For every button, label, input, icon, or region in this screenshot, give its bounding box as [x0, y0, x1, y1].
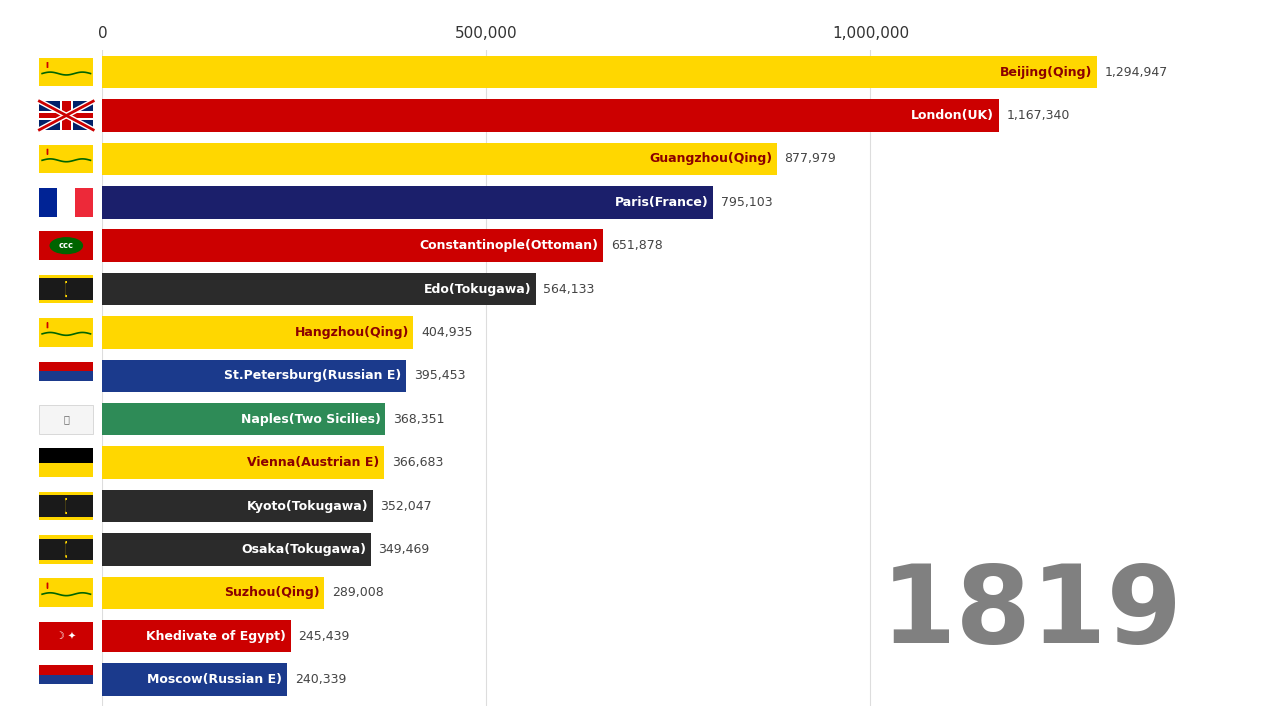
Text: Beijing(Qing): Beijing(Qing) — [1000, 66, 1092, 78]
Bar — [40, 231, 93, 260]
Bar — [40, 111, 93, 120]
Text: Vienna(Austrian E): Vienna(Austrian E) — [247, 456, 379, 469]
Text: 651,878: 651,878 — [611, 239, 663, 252]
Text: 366,683: 366,683 — [392, 456, 443, 469]
Text: London(UK): London(UK) — [911, 109, 995, 122]
Text: Edo(Tokugawa): Edo(Tokugawa) — [424, 282, 531, 295]
Bar — [102, 663, 287, 696]
Text: ccc: ccc — [59, 241, 74, 250]
Text: 289,008: 289,008 — [332, 586, 384, 599]
Bar — [40, 463, 93, 477]
Bar — [60, 102, 73, 130]
Text: 877,979: 877,979 — [785, 153, 836, 166]
Text: 564,133: 564,133 — [543, 282, 595, 295]
Bar — [40, 684, 93, 694]
Text: ☽ ✦: ☽ ✦ — [56, 631, 77, 642]
Bar — [102, 316, 413, 348]
Text: Paris(France): Paris(France) — [614, 196, 708, 209]
Bar — [40, 361, 93, 371]
Bar — [40, 300, 93, 303]
Bar — [102, 186, 713, 219]
Text: Constantinople(Ottoman): Constantinople(Ottoman) — [420, 239, 599, 252]
Bar — [40, 622, 93, 650]
Bar — [40, 535, 93, 539]
Bar — [40, 492, 93, 495]
Bar — [40, 665, 93, 675]
Text: Kyoto(Tokugawa): Kyoto(Tokugawa) — [247, 500, 369, 513]
Text: 1,167,340: 1,167,340 — [1006, 109, 1070, 122]
Text: 352,047: 352,047 — [380, 500, 433, 513]
Bar — [102, 230, 603, 262]
Text: 1819: 1819 — [881, 560, 1183, 666]
Bar — [76, 188, 93, 217]
Text: Suzhou(Qing): Suzhou(Qing) — [224, 586, 320, 599]
Bar — [40, 535, 93, 564]
Text: 349,469: 349,469 — [379, 543, 430, 556]
Bar — [40, 58, 93, 86]
Text: 🦅: 🦅 — [64, 414, 69, 424]
Bar — [40, 492, 93, 521]
Bar — [102, 56, 1097, 89]
Text: Khedivate of Egypt): Khedivate of Egypt) — [146, 630, 287, 643]
Bar — [102, 490, 372, 522]
Bar — [102, 577, 324, 609]
Text: 368,351: 368,351 — [393, 413, 444, 426]
Bar — [40, 275, 93, 303]
Bar — [40, 145, 93, 174]
Bar — [102, 533, 371, 566]
Bar — [58, 188, 76, 217]
Bar — [40, 517, 93, 521]
Bar — [102, 273, 535, 305]
Bar — [40, 405, 93, 433]
Bar — [40, 112, 93, 118]
Text: Guangzhou(Qing): Guangzhou(Qing) — [649, 153, 772, 166]
Bar — [40, 578, 93, 607]
Text: 245,439: 245,439 — [298, 630, 349, 643]
Bar — [40, 560, 93, 564]
Text: St.Petersburg(Russian E): St.Petersburg(Russian E) — [224, 369, 402, 382]
Bar — [102, 403, 385, 436]
Text: Naples(Two Sicilies): Naples(Two Sicilies) — [241, 413, 380, 426]
Bar — [102, 446, 384, 479]
Text: 395,453: 395,453 — [413, 369, 466, 382]
Bar — [40, 449, 93, 463]
Bar — [102, 359, 406, 392]
Text: Moscow(Russian E): Moscow(Russian E) — [147, 673, 283, 686]
Bar — [40, 102, 93, 130]
Bar — [102, 143, 777, 175]
Text: 795,103: 795,103 — [721, 196, 772, 209]
Text: 240,339: 240,339 — [294, 673, 346, 686]
Bar — [40, 275, 93, 278]
Text: 1,294,947: 1,294,947 — [1105, 66, 1167, 78]
Text: Osaka(Tokugawa): Osaka(Tokugawa) — [241, 543, 366, 556]
Bar — [102, 99, 998, 132]
Bar — [40, 318, 93, 347]
Text: Hangzhou(Qing): Hangzhou(Qing) — [294, 326, 408, 339]
Bar — [40, 371, 93, 381]
Bar — [61, 102, 70, 130]
Bar — [102, 620, 291, 652]
Text: 404,935: 404,935 — [421, 326, 472, 339]
Bar — [40, 675, 93, 684]
Ellipse shape — [50, 238, 82, 253]
Bar — [40, 188, 58, 217]
Bar — [40, 381, 93, 390]
